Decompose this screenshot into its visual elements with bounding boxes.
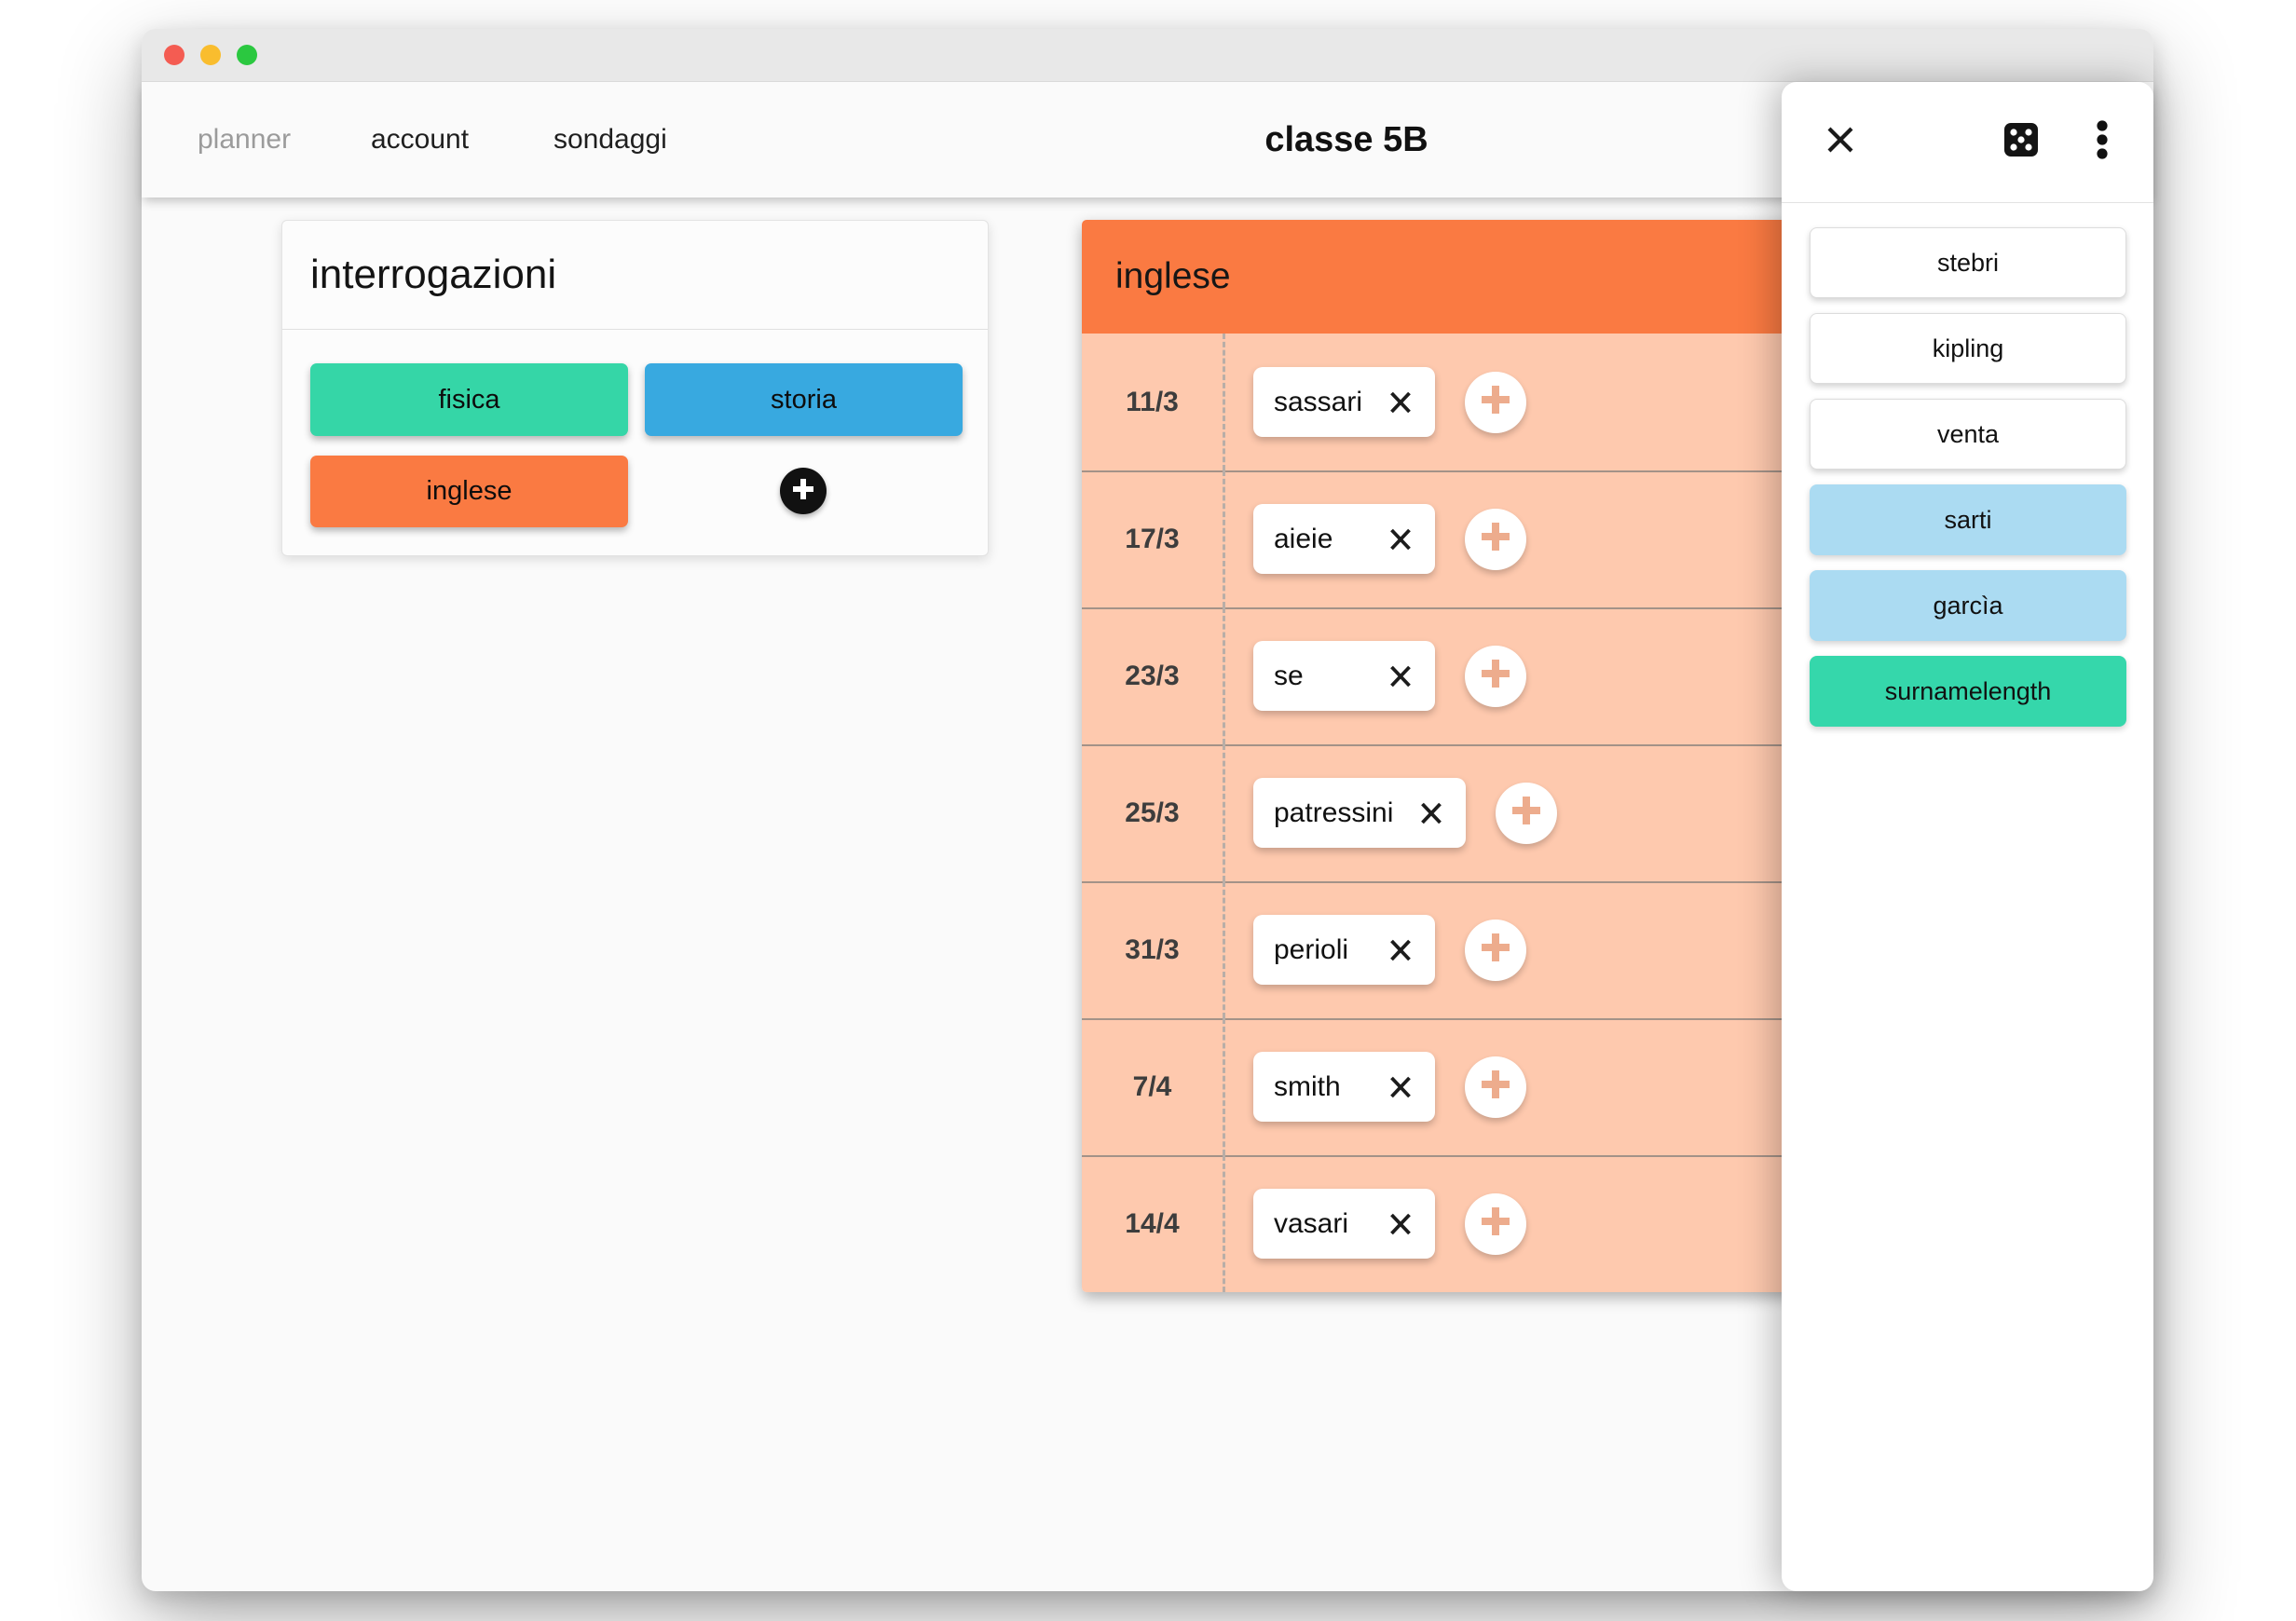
- student-chip-label: perioli: [1274, 933, 1349, 965]
- plus-icon: [1477, 518, 1514, 560]
- student-chip[interactable]: perioli: [1253, 915, 1435, 985]
- remove-student-icon[interactable]: [1387, 936, 1414, 964]
- schedule-row: 25/3 patressini: [1082, 744, 1853, 881]
- student-chip-label: vasari: [1274, 1207, 1349, 1239]
- student-chip-label: smith: [1274, 1070, 1341, 1102]
- interrogazioni-card: interrogazioni fisica storia inglese: [281, 220, 989, 556]
- plus-icon: [1508, 792, 1545, 834]
- dashed-divider: [1223, 470, 1225, 607]
- remove-student-icon[interactable]: [1387, 1210, 1414, 1238]
- student-chip-label: aieie: [1274, 523, 1333, 554]
- add-student-button[interactable]: [1465, 1056, 1526, 1118]
- panel-body: 11/3 sassari: [1082, 334, 1853, 1292]
- add-student-button[interactable]: [1465, 919, 1526, 981]
- schedule-row: 17/3 aieie: [1082, 470, 1853, 607]
- row-date: 25/3: [1125, 797, 1180, 828]
- plus-icon: [1477, 1066, 1514, 1108]
- randomize-button[interactable]: [2002, 121, 2040, 163]
- student-chip[interactable]: se: [1253, 641, 1435, 711]
- subject-button-storia[interactable]: storia: [645, 363, 963, 436]
- plus-icon: [788, 474, 818, 509]
- add-student-button[interactable]: [1465, 645, 1526, 707]
- dashed-divider: [1223, 881, 1225, 1018]
- row-date: 23/3: [1125, 660, 1180, 691]
- add-student-button[interactable]: [1465, 371, 1527, 433]
- page-title: classe 5B: [1264, 119, 1428, 159]
- window-titlebar: [142, 29, 2153, 82]
- student-chip-label: patressini: [1274, 797, 1394, 828]
- sidebar-menu-button[interactable]: [2096, 119, 2109, 165]
- sidebar-header: [1782, 82, 2153, 203]
- student-chip[interactable]: vasari: [1253, 1189, 1435, 1259]
- student-list-item[interactable]: sarti: [1810, 484, 2126, 555]
- plus-icon: [1477, 381, 1514, 423]
- dice-icon: [2002, 121, 2040, 163]
- student-chip[interactable]: aieie: [1253, 504, 1435, 574]
- add-student-button[interactable]: [1465, 1192, 1526, 1255]
- nav-item-sondaggi[interactable]: sondaggi: [554, 124, 667, 155]
- student-list-item[interactable]: stebri: [1810, 227, 2126, 298]
- dashed-divider: [1223, 607, 1225, 744]
- schedule-row: 23/3 se: [1082, 607, 1853, 744]
- remove-student-icon[interactable]: [1417, 799, 1445, 827]
- students-sidebar: stebri kipling venta sarti garcìa surnam…: [1782, 82, 2153, 1591]
- remove-student-icon[interactable]: [1387, 1073, 1414, 1101]
- remove-student-icon[interactable]: [1387, 662, 1414, 690]
- subject-button-fisica[interactable]: fisica: [310, 363, 628, 436]
- add-student-button[interactable]: [1465, 508, 1526, 570]
- schedule-row: 14/4 vasari: [1082, 1155, 1853, 1292]
- schedule-row: 7/4 smith: [1082, 1018, 1853, 1155]
- student-chip[interactable]: smith: [1253, 1052, 1435, 1122]
- kebab-menu-icon: [2096, 119, 2109, 165]
- schedule-row: 31/3 perioli: [1082, 881, 1853, 1018]
- panel-header: inglese: [1082, 220, 1853, 334]
- card-body: fisica storia inglese: [282, 330, 988, 555]
- remove-student-icon[interactable]: [1387, 525, 1414, 553]
- add-student-button[interactable]: [1496, 782, 1558, 844]
- minimize-window-button[interactable]: [200, 45, 221, 65]
- remove-student-icon[interactable]: [1387, 388, 1414, 416]
- close-icon: [1823, 122, 1858, 162]
- close-sidebar-button[interactable]: [1823, 122, 1858, 162]
- card-title: interrogazioni: [282, 221, 988, 330]
- student-chip[interactable]: sassari: [1253, 367, 1436, 437]
- student-list-item[interactable]: kipling: [1810, 313, 2126, 384]
- row-date: 11/3: [1126, 386, 1179, 417]
- student-chip-label: sassari: [1274, 386, 1363, 417]
- plus-icon: [1477, 655, 1514, 697]
- students-list: stebri kipling venta sarti garcìa surnam…: [1782, 203, 2153, 727]
- student-chip[interactable]: patressini: [1253, 778, 1467, 848]
- inglese-schedule-panel: inglese 11/3 sassari: [1082, 220, 1853, 1292]
- row-date: 31/3: [1125, 933, 1180, 965]
- student-list-item[interactable]: surnamelength: [1810, 656, 2126, 727]
- student-list-item[interactable]: venta: [1810, 399, 2126, 470]
- zoom-window-button[interactable]: [237, 45, 257, 65]
- dashed-divider: [1223, 1018, 1225, 1155]
- nav-item-planner[interactable]: planner: [198, 124, 292, 155]
- plus-icon: [1477, 929, 1514, 971]
- dashed-divider: [1223, 744, 1225, 881]
- student-chip-label: se: [1274, 660, 1304, 691]
- row-date: 7/4: [1132, 1070, 1172, 1102]
- student-list-item[interactable]: garcìa: [1810, 570, 2126, 641]
- subject-button-inglese[interactable]: inglese: [310, 456, 628, 527]
- plus-icon: [1477, 1203, 1514, 1245]
- close-window-button[interactable]: [164, 45, 184, 65]
- row-date: 17/3: [1125, 523, 1180, 554]
- dashed-divider: [1223, 1155, 1225, 1292]
- row-date: 14/4: [1125, 1207, 1180, 1239]
- add-subject-button[interactable]: [780, 468, 827, 514]
- schedule-row: 11/3 sassari: [1082, 334, 1853, 470]
- dashed-divider: [1223, 334, 1225, 470]
- nav-item-account[interactable]: account: [371, 124, 470, 155]
